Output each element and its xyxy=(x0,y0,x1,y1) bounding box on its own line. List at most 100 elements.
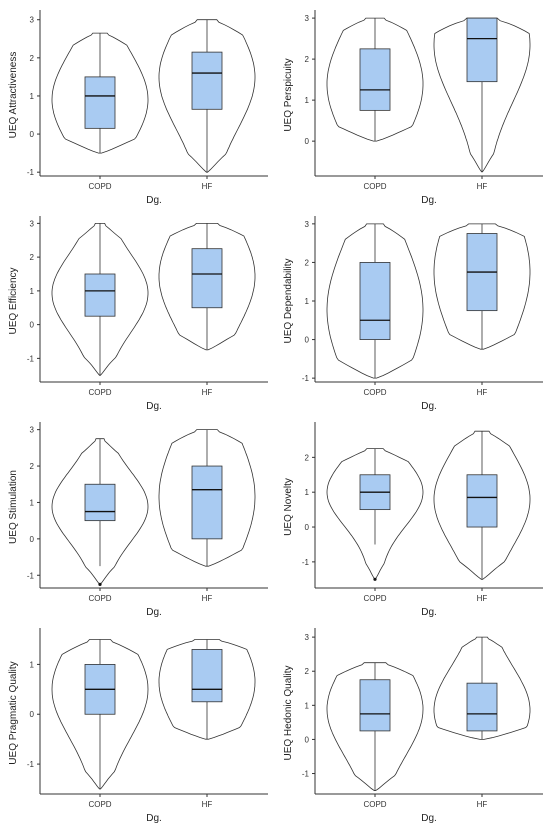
x-tick-label: COPD xyxy=(363,182,386,191)
y-tick-label: 2 xyxy=(305,453,310,462)
y-tick-label: 1 xyxy=(305,96,310,105)
y-tick-label: -1 xyxy=(27,760,35,769)
x-tick-label: HF xyxy=(477,182,488,191)
y-tick-label: -1 xyxy=(27,354,35,363)
y-tick-label: 0 xyxy=(30,535,35,544)
y-axis-title: UEQ Attractiveness xyxy=(8,52,19,139)
violin-copd xyxy=(326,17,424,142)
x-tick-label: COPD xyxy=(88,182,111,191)
y-tick-label: 2 xyxy=(30,462,35,471)
y-tick-label: 1 xyxy=(305,297,310,306)
box-hf xyxy=(466,474,498,528)
box-copd xyxy=(359,679,391,732)
y-tick-label: -1 xyxy=(302,558,310,567)
box-hf xyxy=(466,17,498,83)
x-tick-label: COPD xyxy=(88,388,111,397)
box-hf xyxy=(191,465,223,540)
y-tick-label: 0 xyxy=(30,321,35,330)
chart-svg: 0 1 2 3 COPD HF Dg. UEQ Perspicuity xyxy=(283,10,543,206)
violin-hf xyxy=(158,639,256,740)
chart-panel: 0 1 2 3 COPD HF Dg. UEQ Perspicuity xyxy=(275,0,550,206)
outlier-point xyxy=(373,577,377,581)
violin-hf xyxy=(158,429,256,567)
y-tick-label: 0 xyxy=(305,735,310,744)
y-tick-label: 0 xyxy=(305,336,310,345)
y-tick-label: -1 xyxy=(27,168,35,177)
violin-hf xyxy=(433,430,531,580)
x-tick-label: COPD xyxy=(363,800,386,809)
y-axis-title: UEQ Hedonic Quality xyxy=(283,665,294,760)
x-axis-title: Dg. xyxy=(146,401,162,412)
box-copd xyxy=(359,262,391,340)
violin-copd xyxy=(51,438,149,585)
box-hf xyxy=(191,649,223,703)
y-tick-label: 1 xyxy=(30,287,35,296)
y-tick-label: 0 xyxy=(305,137,310,146)
box-hf xyxy=(466,682,498,732)
y-tick-label: 2 xyxy=(305,55,310,64)
box-copd xyxy=(84,483,116,522)
x-axis-title: Dg. xyxy=(421,813,437,824)
chart-svg: -1 0 1 COPD HF Dg. UEQ Pragmatic Quality xyxy=(8,628,268,824)
y-tick-label: 1 xyxy=(305,488,310,497)
y-tick-label: 3 xyxy=(30,426,35,435)
y-tick-label: 1 xyxy=(30,498,35,507)
outlier-point xyxy=(98,582,102,586)
y-tick-label: 3 xyxy=(30,219,35,228)
chart-panel: -1 0 1 2 3 COPD HF Dg. UEQ Stimulation xyxy=(0,412,275,618)
chart-svg: -1 0 1 2 3 COPD HF Dg. UEQ Efficiency xyxy=(8,216,268,412)
y-tick-label: 2 xyxy=(30,253,35,262)
x-tick-label: COPD xyxy=(363,594,386,603)
violin-copd xyxy=(51,32,149,154)
y-tick-label: 0 xyxy=(30,710,35,719)
x-tick-label: COPD xyxy=(88,594,111,603)
x-tick-label: HF xyxy=(202,594,213,603)
box-copd xyxy=(84,273,116,317)
violin-copd xyxy=(326,448,424,580)
chart-panel: -1 0 1 2 3 COPD HF Dg. UEQ Efficiency xyxy=(0,206,275,412)
box-copd xyxy=(84,76,116,129)
chart-svg: -1 0 1 2 COPD HF Dg. UEQ Novelty xyxy=(283,422,543,618)
violin-copd xyxy=(326,223,424,379)
y-tick-label: 3 xyxy=(305,220,310,229)
x-tick-label: HF xyxy=(477,800,488,809)
violin-copd xyxy=(51,639,149,790)
violin-hf xyxy=(158,223,256,351)
violin-copd xyxy=(51,223,149,376)
y-tick-label: -1 xyxy=(302,770,310,779)
y-axis-title: UEQ Efficiency xyxy=(8,267,19,334)
y-tick-label: 2 xyxy=(30,54,35,63)
violin-hf xyxy=(158,19,256,173)
y-tick-label: 1 xyxy=(305,701,310,710)
violin-hf xyxy=(433,636,531,740)
y-tick-label: 0 xyxy=(30,130,35,139)
y-tick-label: 1 xyxy=(30,92,35,101)
y-axis-title: UEQ Perspicuity xyxy=(283,58,294,131)
x-tick-label: COPD xyxy=(363,388,386,397)
chart-panel: -1 0 1 2 COPD HF Dg. UEQ Novelty xyxy=(275,412,550,618)
x-axis-title: Dg. xyxy=(146,607,162,618)
x-tick-label: HF xyxy=(477,388,488,397)
chart-panel: -1 0 1 2 3 COPD HF Dg. UEQ Dependability xyxy=(275,206,550,412)
chart-svg: -1 0 1 2 3 COPD HF Dg. UEQ Dependability xyxy=(283,216,543,412)
x-axis-title: Dg. xyxy=(421,607,437,618)
chart-svg: -1 0 1 2 3 COPD HF Dg. UEQ Hedonic Quality xyxy=(283,628,543,824)
chart-svg: -1 0 1 2 3 COPD HF Dg. UEQ Stimulation xyxy=(8,422,268,618)
y-tick-label: 3 xyxy=(30,16,35,25)
y-tick-label: 1 xyxy=(30,660,35,669)
y-axis-title: UEQ Pragmatic Quality xyxy=(8,661,19,764)
y-axis-title: UEQ Dependability xyxy=(283,258,294,343)
x-tick-label: HF xyxy=(202,388,213,397)
y-axis-title: UEQ Stimulation xyxy=(8,470,19,544)
chart-panel: -1 0 1 COPD HF Dg. UEQ Pragmatic Quality xyxy=(0,618,275,824)
chart-svg: -1 0 1 2 3 COPD HF Dg. UEQ Attractiveness xyxy=(8,10,268,206)
chart-panel: -1 0 1 2 3 COPD HF Dg. UEQ Attractiveness xyxy=(0,0,275,206)
box-hf xyxy=(191,248,223,309)
x-axis-title: Dg. xyxy=(421,195,437,206)
y-tick-label: 3 xyxy=(305,14,310,23)
box-copd xyxy=(359,48,391,111)
violin-copd xyxy=(326,662,424,791)
x-axis-title: Dg. xyxy=(146,813,162,824)
y-tick-label: -1 xyxy=(302,374,310,383)
